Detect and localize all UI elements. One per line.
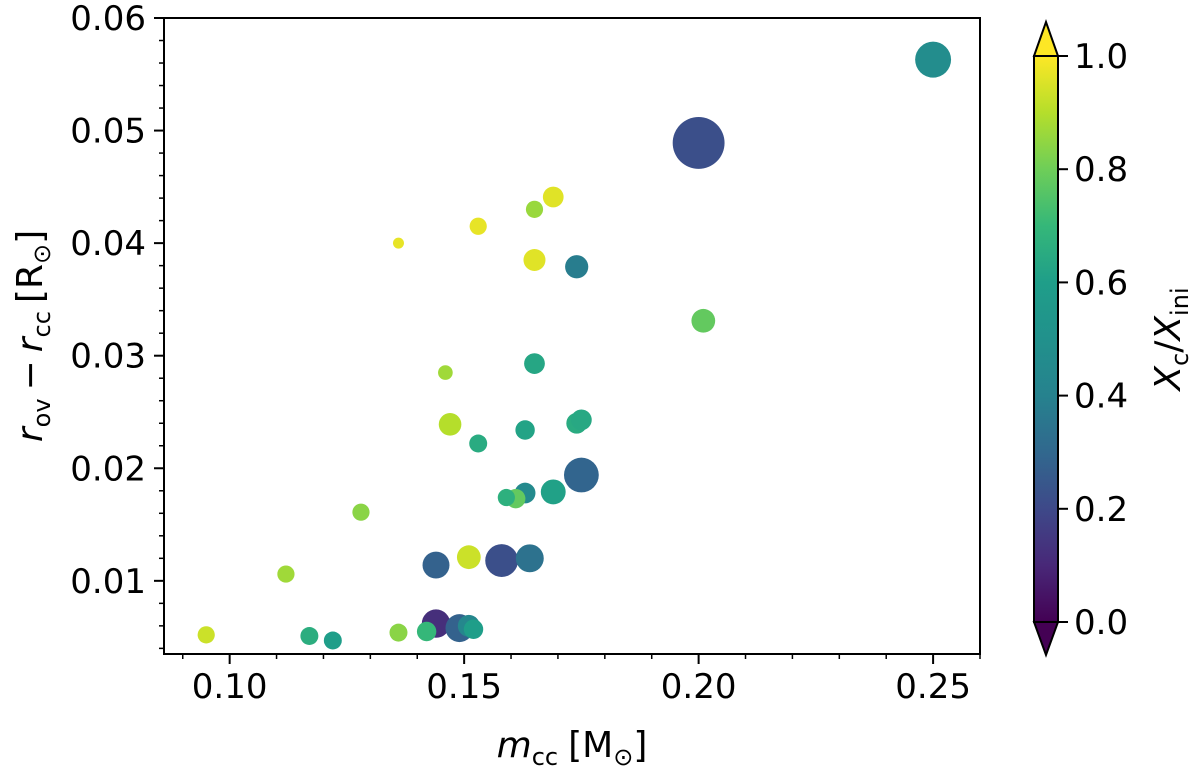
x-tick-label: 0.25 xyxy=(895,667,971,707)
x-tick-label: 0.10 xyxy=(192,667,268,707)
colorbar-tick-label: 0.2 xyxy=(1074,490,1128,530)
data-point xyxy=(540,479,566,505)
y-tick-label: 0.01 xyxy=(70,562,146,602)
colorbar-gradient xyxy=(1033,55,1059,623)
data-point xyxy=(300,627,319,645)
data-point xyxy=(565,255,589,279)
colorbar-tick-label: 0.6 xyxy=(1074,263,1128,303)
data-point xyxy=(352,503,370,521)
data-point xyxy=(438,413,462,436)
data-point xyxy=(323,631,342,650)
y-axis-label: rov−rcc[R⊙] xyxy=(10,230,56,442)
y-tick-label: 0.04 xyxy=(70,224,146,264)
data-point xyxy=(389,623,408,642)
data-point xyxy=(438,365,453,380)
data-point xyxy=(416,621,437,642)
data-point xyxy=(497,488,515,507)
data-point xyxy=(542,186,564,208)
data-point xyxy=(915,41,952,78)
x-tick-label: 0.15 xyxy=(426,667,502,707)
x-axis-ticks: 0.10 0.15 0.20 0.25 xyxy=(182,654,981,707)
y-tick-label: 0.06 xyxy=(70,0,146,39)
data-point xyxy=(691,308,716,333)
data-point xyxy=(469,217,487,235)
data-point xyxy=(524,353,545,374)
data-point xyxy=(523,249,546,272)
data-point xyxy=(392,237,404,249)
data-point xyxy=(525,200,544,218)
y-axis-ticks: 0.01 0.02 0.03 0.04 0.05 0.06 xyxy=(70,0,164,650)
y-tick-label: 0.02 xyxy=(70,449,146,489)
data-point xyxy=(277,565,295,583)
data-point xyxy=(672,117,725,169)
y-tick-label: 0.05 xyxy=(70,112,146,152)
data-point xyxy=(515,420,535,440)
data-point xyxy=(456,545,481,570)
data-point xyxy=(463,619,484,639)
colorbar: 0.0 0.2 0.4 0.6 0.8 1.0 Xc/Xini xyxy=(1032,18,1194,658)
data-point xyxy=(197,626,215,644)
colorbar-tick-label: 0.8 xyxy=(1074,150,1128,190)
data-point xyxy=(422,551,450,579)
x-tick-label: 0.20 xyxy=(661,667,737,707)
colorbar-label: Xc/Xini xyxy=(1148,287,1194,392)
data-point xyxy=(563,457,599,493)
x-axis-label: mcc [M⊙] xyxy=(497,725,648,770)
colorbar-extend-top xyxy=(1032,18,1060,57)
colorbar-extend-bottom xyxy=(1032,621,1060,658)
colorbar-tick-label: 1.0 xyxy=(1074,37,1128,77)
data-point xyxy=(469,434,488,453)
plot-frame xyxy=(163,17,981,655)
data-point xyxy=(571,409,592,431)
colorbar-ticks: 0.0 0.2 0.4 0.6 0.8 1.0 xyxy=(1058,37,1128,643)
colorbar-tick-label: 0.4 xyxy=(1074,377,1128,417)
data-point xyxy=(515,544,544,573)
data-points xyxy=(197,41,952,650)
data-point xyxy=(485,544,519,577)
colorbar-tick-label: 0.0 xyxy=(1074,603,1128,643)
y-tick-label: 0.03 xyxy=(70,337,146,377)
